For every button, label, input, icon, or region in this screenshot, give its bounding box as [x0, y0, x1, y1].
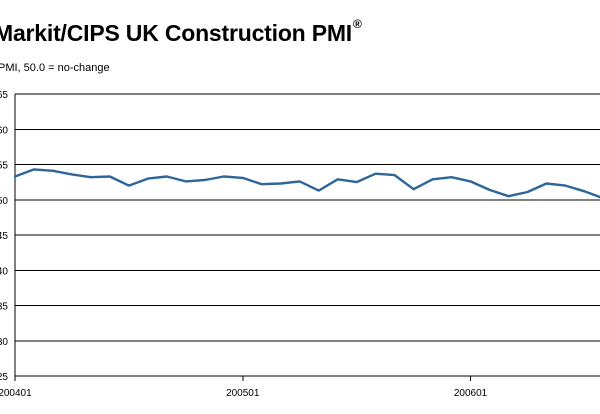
- y-tick-label-55: 55: [0, 161, 8, 172]
- y-tick-label-45: 45: [0, 231, 8, 242]
- y-tick-label-65: 65: [0, 90, 8, 101]
- y-tick-label-50: 50: [0, 196, 8, 207]
- registered-mark: ®: [353, 17, 362, 31]
- x-tick-label-200401: 200401: [0, 388, 32, 399]
- y-tick-label-40: 40: [0, 266, 8, 277]
- axes: [14, 94, 472, 381]
- x-tick-label-200501: 200501: [226, 388, 260, 399]
- y-tick-label-25: 25: [0, 372, 8, 383]
- y-tick-label-35: 35: [0, 302, 8, 313]
- y-tick-label-30: 30: [0, 337, 8, 348]
- chart-subtitle: PMI, 50.0 = no-change: [0, 62, 110, 74]
- chart-title-text: Markit/CIPS UK Construction PMI: [0, 20, 352, 46]
- gridlines: [15, 93, 600, 377]
- y-tick-labels: 25 30 35 40 45 50 55 60 65: [0, 90, 8, 383]
- y-tick-label-60: 60: [0, 125, 8, 136]
- series-line-0: [13, 168, 600, 199]
- x-tick-labels: 2004012005012006012007012008012009012010…: [0, 388, 488, 399]
- chart-title: Markit/CIPS UK Construction PMI®: [0, 17, 362, 47]
- x-tick-label-200601: 200601: [454, 388, 488, 399]
- series-layer: [13, 168, 600, 199]
